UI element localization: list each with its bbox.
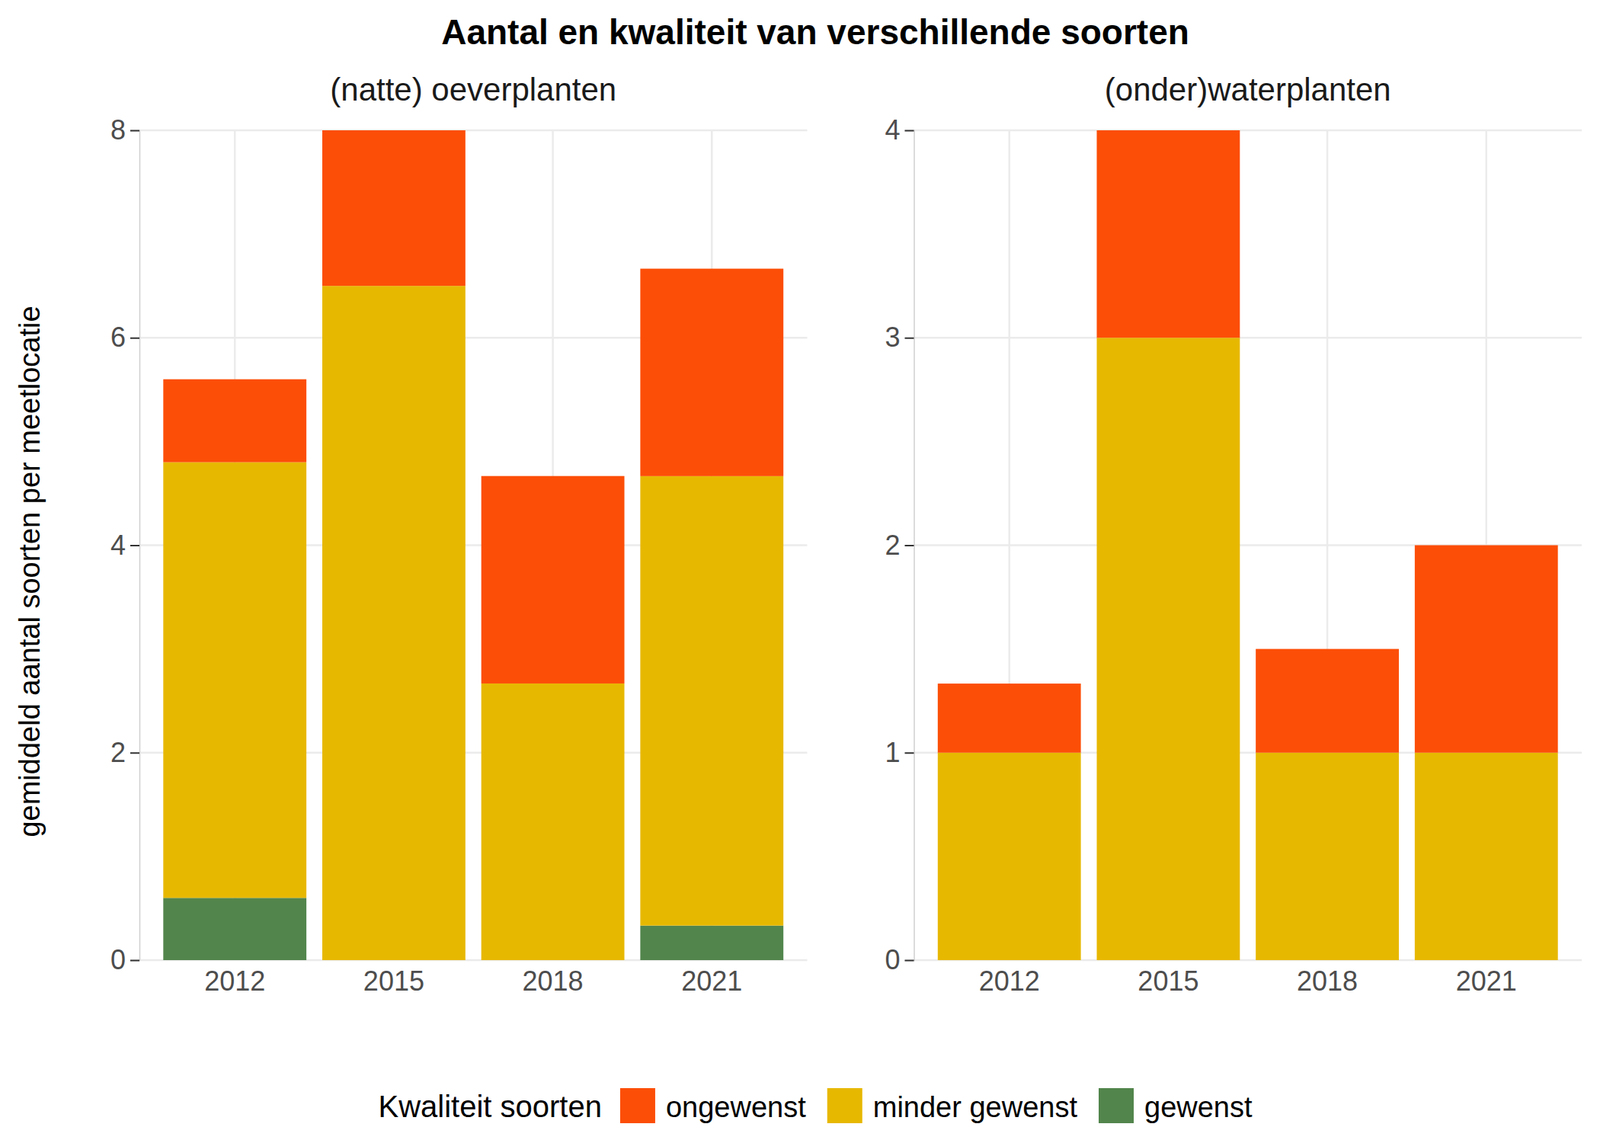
x-tick-label: 2015 (1137, 965, 1199, 997)
legend-item: minder gewenst (827, 1088, 1079, 1124)
x-tick-label: 2021 (1456, 965, 1517, 997)
y-tick-mark (130, 337, 140, 340)
y-tick: 4 (884, 114, 914, 146)
grid (139, 130, 808, 960)
x-tick-label: 2012 (204, 965, 266, 997)
y-tick-label: 0 (884, 944, 900, 976)
bar (322, 130, 466, 286)
bar (1096, 337, 1240, 960)
x-tick-label: 2018 (1296, 965, 1358, 997)
y-tick-mark (905, 544, 915, 547)
y-tick-label: 4 (884, 114, 900, 146)
y-tick-label: 1 (884, 736, 900, 768)
bar (1096, 130, 1240, 338)
legend: Kwaliteit soorten ongewenst minder gewenst… (377, 1088, 1253, 1124)
y-tick-label: 6 (110, 321, 126, 353)
y-tick-label: 8 (110, 114, 126, 146)
legend-item: ongewenst (620, 1088, 807, 1124)
chart: Aantal en kwaliteit van verschillende so… (0, 0, 1600, 1143)
y-tick-label: 2 (884, 529, 900, 561)
y-tick: 0 (110, 944, 140, 976)
bar (640, 925, 784, 960)
y-axis-line (905, 131, 916, 961)
x-tick: 2012 (204, 965, 266, 997)
y-tick: 4 (110, 529, 140, 561)
y-tick-mark (130, 544, 140, 547)
legend-label: minder gewenst (873, 1091, 1079, 1124)
title: Aantal en kwaliteit van verschillende so… (441, 12, 1190, 52)
bar (481, 683, 625, 960)
x-tick-label: 2018 (522, 965, 584, 997)
legend-title: Kwaliteit soorten (377, 1089, 602, 1124)
y-tick: 1 (884, 736, 914, 768)
y-tick-mark (130, 960, 140, 962)
grid-line (139, 129, 808, 132)
panel: 0 1 2 3 4 2012 2015 2018 2021 (onder)waterplanten (884, 71, 1582, 997)
y-axis: 0 2 4 6 8 (110, 114, 141, 976)
bar (937, 752, 1082, 960)
bar (937, 683, 1082, 753)
x-tick: 2015 (1137, 965, 1199, 997)
grid (914, 130, 1583, 960)
y-tick-label: 2 (110, 736, 126, 768)
legend-label: ongewenst (665, 1091, 807, 1124)
bar (322, 285, 466, 960)
y-axis: 0 1 2 3 4 (884, 114, 915, 976)
x-axis: 2012 2015 2018 2021 (204, 965, 743, 997)
bars (163, 130, 784, 960)
x-tick: 2021 (681, 965, 743, 997)
y-tick-label: 3 (884, 321, 900, 353)
bar (481, 476, 625, 684)
x-tick-label: 2015 (363, 965, 425, 997)
legend-swatch (1098, 1088, 1134, 1124)
bar (1414, 545, 1559, 753)
y-tick: 0 (884, 944, 914, 976)
y-tick: 3 (884, 321, 914, 353)
legend-swatch (620, 1088, 656, 1124)
y-axis-title: gemiddeld aantal soorten per meetlocatie (13, 305, 46, 837)
bar (640, 268, 784, 477)
x-tick: 2018 (1296, 965, 1358, 997)
subtitle: (onder)waterplanten (1104, 71, 1392, 108)
y-tick-mark (905, 337, 915, 340)
bar (1414, 752, 1559, 960)
legend-swatch (827, 1088, 863, 1124)
y-tick-label: 4 (110, 529, 126, 561)
panel: 0 2 4 6 8 2012 2015 2018 2021 (natte) oeverplante… (110, 71, 808, 997)
bar (163, 897, 307, 960)
grid-line (914, 129, 1583, 132)
legend-label: gewenst (1144, 1091, 1253, 1124)
y-tick: 2 (110, 736, 140, 768)
legend-item: gewenst (1098, 1088, 1253, 1124)
y-tick-mark (905, 752, 915, 754)
x-tick: 2018 (522, 965, 584, 997)
y-tick-mark (905, 960, 915, 962)
y-tick-mark (130, 130, 140, 132)
x-tick: 2015 (363, 965, 425, 997)
bar (640, 476, 784, 926)
bar (1255, 649, 1399, 753)
y-axis-line (130, 131, 141, 961)
bar (1255, 752, 1399, 960)
y-tick-mark (130, 752, 140, 754)
y-tick: 2 (884, 529, 914, 561)
subtitle: (natte) oeverplanten (329, 71, 617, 108)
x-tick: 2012 (979, 965, 1040, 997)
bars (937, 130, 1559, 960)
bar (163, 462, 307, 899)
y-tick: 8 (110, 114, 140, 146)
y-tick-mark (905, 130, 915, 132)
x-axis: 2012 2015 2018 2021 (979, 965, 1517, 997)
bar (163, 379, 307, 463)
grid-line (914, 336, 1583, 340)
y-tick: 6 (110, 321, 140, 353)
y-tick-label: 0 (110, 944, 126, 976)
x-tick: 2021 (1456, 965, 1517, 997)
x-tick-label: 2021 (681, 965, 743, 997)
x-tick-label: 2012 (979, 965, 1040, 997)
